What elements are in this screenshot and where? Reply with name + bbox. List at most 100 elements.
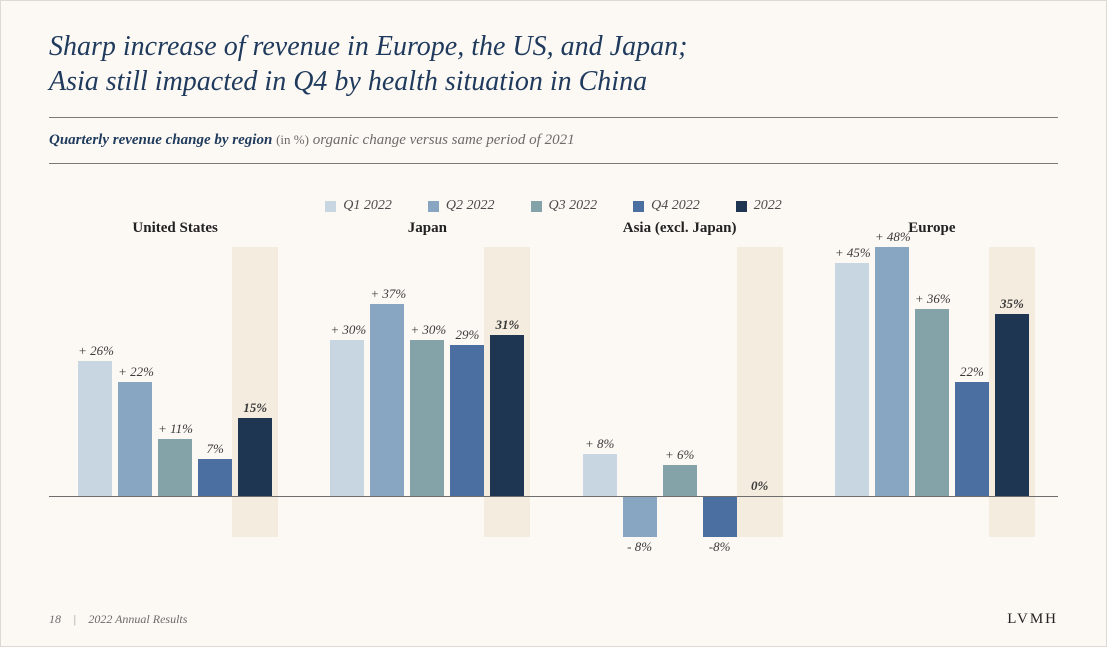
bar-wrap: + 6%: [663, 247, 697, 537]
bar-wrap: - 8%: [623, 247, 657, 537]
legend-swatch: [325, 201, 336, 212]
bar-wrap: + 11%: [158, 247, 192, 537]
legend-label: Q2 2022: [446, 198, 495, 214]
bar: [703, 496, 737, 537]
legend-swatch: [736, 201, 747, 212]
bar: [78, 361, 112, 496]
mid-rule: [49, 163, 1058, 164]
bar: [875, 247, 909, 496]
bar-value-label: + 6%: [663, 447, 697, 463]
footer-left: 18 | 2022 Annual Results: [49, 612, 187, 627]
legend-label: Q1 2022: [343, 198, 392, 214]
bar-wrap: + 8%: [583, 247, 617, 537]
bar-value-label: + 26%: [78, 343, 112, 359]
bar-value-label: + 30%: [330, 322, 364, 338]
page-number: 18: [49, 612, 61, 627]
bar: [330, 340, 364, 495]
bar-value-label: 22%: [955, 364, 989, 380]
bar-wrap: 29%: [450, 247, 484, 537]
bar-group: + 45% + 48% + 36% 22% 35%: [835, 247, 1029, 537]
title-line-2: Asia still impacted in Q4 by health situ…: [49, 66, 647, 97]
bar-value-label: 31%: [490, 317, 524, 333]
bar-wrap: -8%: [703, 247, 737, 537]
bar-wrap: 15%: [238, 247, 272, 537]
bar: [370, 304, 404, 496]
slide-title: Sharp increase of revenue in Europe, the…: [49, 29, 1058, 99]
bar-value-label: + 36%: [915, 291, 949, 307]
footer-source: 2022 Annual Results: [88, 612, 187, 627]
bar: [450, 345, 484, 495]
bar-wrap: + 22%: [118, 247, 152, 537]
bar-wrap: + 45%: [835, 247, 869, 537]
subtitle-paren: (in %): [276, 132, 309, 147]
bar-wrap: 7%: [198, 247, 232, 537]
group-label: Europe: [832, 220, 1032, 237]
bar-wrap: 22%: [955, 247, 989, 537]
bar: [915, 309, 949, 495]
bar-wrap: + 48%: [875, 247, 909, 537]
bar: [238, 418, 272, 496]
bar-value-label: + 48%: [875, 229, 909, 245]
legend-label: 2022: [754, 198, 782, 214]
bar: [955, 382, 989, 496]
bar-value-label: -8%: [703, 539, 737, 555]
bar-value-label: + 37%: [370, 286, 404, 302]
bar-value-label: + 45%: [835, 245, 869, 261]
chart-area: United States Japan Asia (excl. Japan) Euro…: [49, 220, 1058, 560]
title-line-1: Sharp increase of revenue in Europe, the…: [49, 31, 687, 62]
chart-plot: + 26% + 22% + 11% 7% 15% + 30% + 37% + 30% 29% 31…: [49, 247, 1058, 537]
bar-value-label: - 8%: [623, 539, 657, 555]
bar: [158, 439, 192, 496]
chart-baseline: [49, 496, 1058, 497]
subtitle: Quarterly revenue change by region (in %…: [49, 118, 1058, 163]
legend-swatch: [531, 201, 542, 212]
bar-group: + 8% - 8% + 6% -8% 0%: [583, 247, 777, 537]
footer-divider: |: [73, 612, 76, 627]
bar: [410, 340, 444, 495]
bar-wrap: + 26%: [78, 247, 112, 537]
bar-value-label: 15%: [238, 400, 272, 416]
bar: [623, 496, 657, 537]
bar: [198, 459, 232, 495]
brand-logo: LVMH: [1007, 611, 1058, 628]
legend-label: Q3 2022: [549, 198, 598, 214]
legend-item: Q2 2022: [428, 198, 495, 214]
subtitle-main: Quarterly revenue change by region: [49, 132, 272, 148]
legend-item: Q4 2022: [633, 198, 700, 214]
bar-value-label: 7%: [198, 441, 232, 457]
bar-wrap: 31%: [490, 247, 524, 537]
bar: [490, 335, 524, 496]
bar-wrap: + 37%: [370, 247, 404, 537]
bar-group: + 30% + 37% + 30% 29% 31%: [330, 247, 524, 537]
legend-item: Q1 2022: [325, 198, 392, 214]
bar: [835, 263, 869, 496]
bar-value-label: + 22%: [118, 364, 152, 380]
bar-wrap: + 36%: [915, 247, 949, 537]
bar-value-label: + 11%: [158, 421, 192, 437]
bar: [995, 314, 1029, 495]
bar: [583, 454, 617, 495]
group-label: United States: [75, 220, 275, 237]
bar-value-label: 29%: [450, 327, 484, 343]
bar-wrap: 35%: [995, 247, 1029, 537]
group-label: Japan: [327, 220, 527, 237]
subtitle-rest: organic change versus same period of 202…: [313, 132, 575, 148]
bar: [118, 382, 152, 496]
bar-value-label: 35%: [995, 296, 1029, 312]
bar: [663, 465, 697, 496]
bar-value-label: + 8%: [583, 436, 617, 452]
bar-group: + 26% + 22% + 11% 7% 15%: [78, 247, 272, 537]
legend-item: 2022: [736, 198, 782, 214]
legend-swatch: [633, 201, 644, 212]
bar-wrap: + 30%: [410, 247, 444, 537]
bar-value-label: 0%: [743, 478, 777, 494]
bar-wrap: 0%: [743, 247, 777, 537]
chart-groups: + 26% + 22% + 11% 7% 15% + 30% + 37% + 30% 29% 31…: [49, 247, 1058, 537]
group-label: Asia (excl. Japan): [580, 220, 780, 237]
chart-legend: Q1 2022 Q2 2022 Q3 2022 Q4 2022 2022: [49, 198, 1058, 214]
bar-value-label: + 30%: [410, 322, 444, 338]
slide-footer: 18 | 2022 Annual Results LVMH: [49, 611, 1058, 628]
slide: Sharp increase of revenue in Europe, the…: [0, 0, 1107, 647]
legend-label: Q4 2022: [651, 198, 700, 214]
legend-swatch: [428, 201, 439, 212]
